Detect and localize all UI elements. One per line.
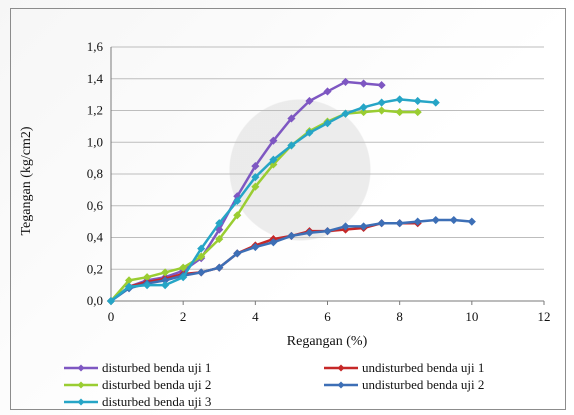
data-point <box>269 136 278 145</box>
data-point <box>251 242 260 252</box>
data-point <box>395 219 404 228</box>
data-point <box>215 235 224 244</box>
data-point <box>323 119 332 128</box>
y-tick-label: 1,2 <box>87 103 103 118</box>
y-tick-label: 0,4 <box>87 230 104 245</box>
grid-layer <box>111 46 544 302</box>
data-point <box>341 77 350 86</box>
data-point <box>413 108 422 117</box>
x-tick-label: 10 <box>465 309 478 324</box>
x-tick-label: 4 <box>252 309 259 324</box>
data-point <box>323 227 332 236</box>
series-line <box>109 80 383 303</box>
legend-item-1: disturbed benda uji 1 <box>64 360 211 375</box>
legend-item-3: disturbed benda uji 2 <box>64 377 211 392</box>
legend-label: undisturbed benda uji 2 <box>362 377 484 392</box>
legend-label: disturbed benda uji 3 <box>102 394 211 409</box>
data-point <box>323 87 332 96</box>
data-point <box>431 98 440 107</box>
legend-item-4: undisturbed benda uji 2 <box>324 377 484 392</box>
x-tick-label: 6 <box>324 309 331 324</box>
data-point <box>197 268 206 277</box>
data-point <box>233 196 242 206</box>
data-point <box>377 106 386 115</box>
series-5 <box>106 95 440 306</box>
data-point <box>287 141 296 150</box>
data-point <box>377 81 386 90</box>
data-point <box>197 244 206 253</box>
data-point <box>233 211 242 220</box>
data-point <box>359 222 368 231</box>
x-tick-label: 12 <box>538 309 551 324</box>
data-point <box>215 219 224 228</box>
x-tick-label: 2 <box>180 309 187 324</box>
data-point <box>431 215 440 225</box>
legend-label: disturbed benda uji 2 <box>102 377 211 392</box>
legend-marker <box>77 398 85 406</box>
x-tick-label: 0 <box>108 309 115 324</box>
y-tick-label: 0,0 <box>87 293 103 308</box>
data-point <box>161 268 170 277</box>
y-axis-title: Tegangan (kg/cm2) <box>19 126 34 235</box>
legend-marker <box>77 364 85 372</box>
data-point <box>215 263 224 272</box>
data-point <box>359 103 368 112</box>
data-point <box>395 95 404 104</box>
data-point <box>233 249 242 258</box>
x-axis-title: Regangan (%) <box>287 334 368 349</box>
y-tick-label: 1,0 <box>87 134 103 149</box>
data-point <box>377 219 386 228</box>
data-point <box>377 98 386 107</box>
data-point <box>287 231 296 240</box>
data-point <box>341 109 350 118</box>
data-point <box>251 173 260 182</box>
data-point <box>287 114 296 123</box>
data-point <box>143 281 152 290</box>
axis-layer: 0,0 0,2 0,4 0,6 0,8 1,0 1,2 1,4 1,6 0 2 4 6 8 10 12 <box>87 39 551 324</box>
legend-marker <box>337 381 345 389</box>
y-tick-label: 1,4 <box>87 71 104 86</box>
legend-item-2: undisturbed benda uji 1 <box>324 360 484 375</box>
series-2 <box>106 219 422 306</box>
legend-label: disturbed benda uji 1 <box>102 360 211 375</box>
y-tick-label: 0,8 <box>87 166 103 181</box>
data-point <box>179 263 188 272</box>
x-tick-label: 8 <box>396 309 403 324</box>
data-point <box>269 155 278 164</box>
legend-marker <box>337 364 345 372</box>
data-point <box>305 128 314 137</box>
data-point <box>106 296 116 306</box>
data-point <box>305 96 314 106</box>
data-point <box>467 217 476 226</box>
data-point <box>395 108 404 117</box>
data-point <box>161 281 170 290</box>
legend-item-5: disturbed benda uji 3 <box>64 394 211 409</box>
data-point <box>124 282 134 291</box>
data-point <box>197 252 206 261</box>
data-point <box>413 217 422 226</box>
series-4 <box>106 215 476 306</box>
series-layer <box>106 77 476 306</box>
data-point <box>251 182 260 191</box>
legend-label: undisturbed benda uji 1 <box>362 360 484 375</box>
legend-marker <box>77 381 85 389</box>
data-point <box>305 228 314 237</box>
y-tick-label: 1,6 <box>87 39 104 54</box>
data-point <box>251 161 260 171</box>
data-point <box>269 238 278 247</box>
data-point <box>413 96 422 106</box>
data-point <box>341 222 350 231</box>
series-line <box>109 98 437 303</box>
data-point <box>359 79 368 88</box>
data-point <box>449 215 458 225</box>
chart-frame <box>10 8 566 410</box>
data-point <box>179 273 188 282</box>
y-tick-label: 0,6 <box>87 198 104 213</box>
legend: disturbed benda uji 1 undisturbed benda u… <box>64 360 484 409</box>
series-line <box>109 221 419 303</box>
data-point <box>359 108 368 117</box>
y-tick-label: 0,2 <box>87 261 103 276</box>
